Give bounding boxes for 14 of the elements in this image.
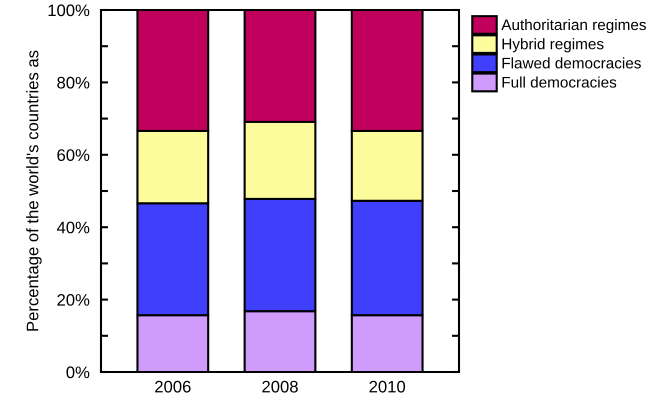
y-tick-label: 0% xyxy=(66,366,90,378)
x-tick-label: 2006 xyxy=(155,380,191,393)
legend-label: Flawed democracies xyxy=(502,57,641,69)
y-tick-label: 100% xyxy=(48,4,90,16)
x-tick-label: 2008 xyxy=(262,380,298,393)
y-axis-title: Percentage of the world's countries as xyxy=(26,50,42,331)
x-tick-label: 2010 xyxy=(369,380,406,393)
legend-label: Authoritarian regimes xyxy=(501,18,646,34)
y-tick-label: 40% xyxy=(56,222,90,234)
y-tick-label: 80% xyxy=(57,76,90,89)
legend-label: Full democracies xyxy=(502,76,616,88)
y-tick-label: 20% xyxy=(57,294,90,306)
y-tick-label: 60% xyxy=(57,149,90,162)
legend-label: Hybrid regimes xyxy=(502,38,604,52)
